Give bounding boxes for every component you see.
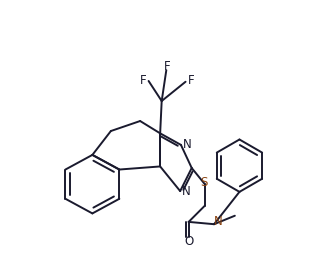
- Text: O: O: [185, 235, 194, 248]
- Text: F: F: [140, 74, 147, 87]
- Text: F: F: [164, 60, 170, 73]
- Text: N: N: [213, 215, 222, 228]
- Text: N: N: [182, 185, 191, 198]
- Text: N: N: [183, 138, 191, 151]
- Text: F: F: [188, 75, 194, 88]
- Text: S: S: [200, 176, 208, 189]
